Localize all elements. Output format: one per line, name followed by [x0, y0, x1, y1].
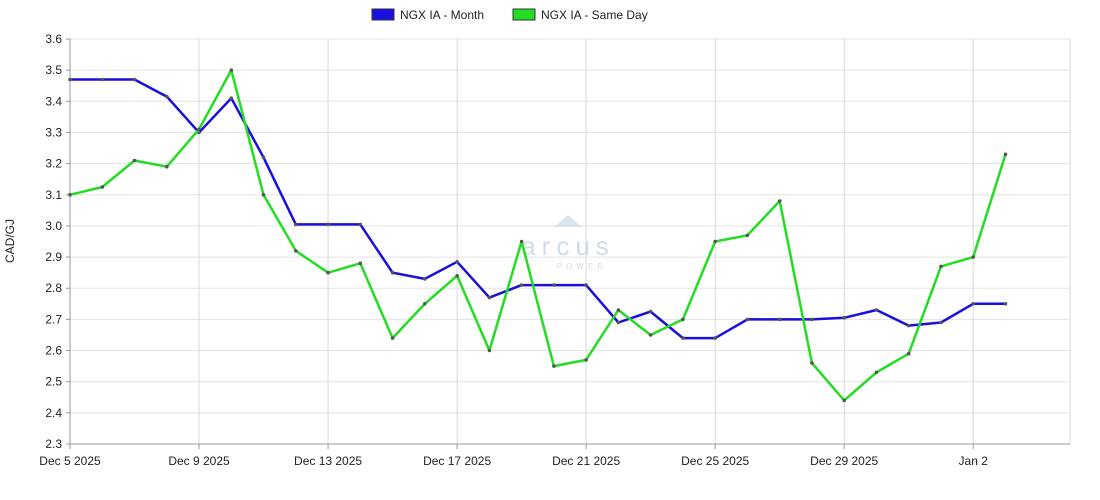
x-tick-label: Dec 5 2025 — [39, 454, 101, 468]
x-tick-label: Dec 17 2025 — [423, 454, 491, 468]
data-point — [713, 239, 717, 244]
legend-label: NGX IA - Month — [400, 8, 484, 22]
data-point — [519, 283, 524, 287]
data-point — [165, 94, 169, 99]
data-point — [777, 199, 782, 203]
data-point — [874, 308, 879, 312]
x-tick-label: Dec 29 2025 — [810, 454, 878, 468]
y-tick-label: 2.8 — [45, 281, 62, 295]
x-tick-label: Jan 2 — [959, 454, 989, 468]
y-tick-label: 3.3 — [45, 125, 62, 139]
data-point — [939, 320, 943, 325]
y-tick-label: 2.7 — [45, 312, 62, 326]
data-point — [616, 320, 621, 325]
data-point — [261, 155, 266, 160]
data-point — [100, 77, 105, 82]
y-tick-label: 2.4 — [45, 406, 62, 420]
y-tick-label: 3.0 — [45, 219, 62, 233]
data-point — [390, 270, 395, 275]
data-point — [681, 317, 685, 322]
data-point — [455, 274, 459, 278]
data-point — [842, 316, 846, 320]
data-point — [68, 77, 72, 82]
data-point — [326, 222, 330, 227]
y-tick-label: 2.6 — [45, 344, 62, 358]
data-point — [1003, 302, 1008, 306]
watermark-sub: POWER — [557, 262, 607, 271]
series-line-month — [70, 78, 1006, 340]
x-tick-label: Dec 9 2025 — [168, 454, 230, 468]
watermark-logo-icon — [554, 215, 582, 227]
data-point — [487, 295, 492, 300]
y-tick-label: 3.6 — [45, 32, 62, 46]
data-point — [229, 68, 234, 72]
x-tick-label: Dec 21 2025 — [552, 454, 620, 468]
data-point — [165, 164, 169, 169]
x-tick-label: Dec 13 2025 — [294, 454, 362, 468]
y-axis-label: CAD/GJ — [3, 219, 17, 263]
data-point — [100, 185, 105, 189]
data-point — [584, 283, 588, 287]
data-point — [810, 361, 814, 365]
data-point — [874, 370, 879, 375]
data-point — [681, 336, 685, 340]
data-point — [842, 398, 846, 403]
data-point — [584, 358, 588, 362]
data-point — [390, 336, 395, 340]
data-point — [745, 317, 750, 322]
x-tick-label: Dec 25 2025 — [681, 454, 749, 468]
data-point — [294, 249, 298, 253]
series-line-same-day — [69, 68, 1007, 402]
data-point — [487, 348, 492, 353]
data-point — [132, 158, 137, 163]
data-point — [810, 317, 814, 322]
data-point — [648, 333, 653, 337]
data-point — [358, 261, 363, 266]
data-point — [745, 233, 750, 238]
data-point — [939, 264, 943, 269]
data-point — [777, 317, 782, 322]
data-point — [971, 302, 975, 306]
grid-lines — [69, 38, 1071, 445]
legend: NGX IA - Month NGX IA - Same Day — [371, 8, 648, 22]
legend-label: NGX IA - Same Day — [541, 8, 648, 22]
data-point — [552, 364, 556, 368]
data-point — [648, 309, 653, 314]
y-tick-label: 3.4 — [45, 94, 62, 108]
legend-swatch — [512, 8, 536, 21]
data-point — [971, 255, 975, 259]
y-tick-label: 2.3 — [45, 437, 62, 451]
watermark-brand: arcus — [521, 231, 615, 261]
data-point — [552, 283, 556, 287]
data-point — [455, 260, 459, 264]
data-point — [713, 336, 717, 340]
data-point — [294, 222, 298, 227]
data-point — [423, 302, 427, 306]
data-point — [326, 270, 330, 275]
data-point — [616, 308, 621, 312]
axes: 2.3 2.4 2.5 2.6 2.7 2.8 2.9 3.0 3.1 3.2 3.3 3.4 3.5 3… — [39, 32, 1070, 468]
data-point — [519, 239, 524, 244]
legend-swatch — [371, 8, 395, 21]
series-group — [68, 68, 1008, 403]
data-point — [423, 277, 427, 281]
y-tick-label: 3.5 — [45, 63, 62, 77]
data-point — [906, 323, 911, 328]
data-point — [906, 351, 911, 356]
data-point — [229, 96, 234, 100]
data-point — [197, 127, 201, 132]
y-tick-label: 3.1 — [45, 188, 62, 202]
data-point — [261, 193, 266, 197]
y-tick-label: 3.2 — [45, 157, 62, 171]
data-point — [1003, 152, 1008, 157]
y-tick-label: 2.5 — [45, 375, 62, 389]
data-point — [68, 193, 72, 197]
data-point — [132, 77, 137, 82]
y-tick-label: 2.9 — [45, 250, 62, 264]
data-point — [358, 222, 363, 227]
